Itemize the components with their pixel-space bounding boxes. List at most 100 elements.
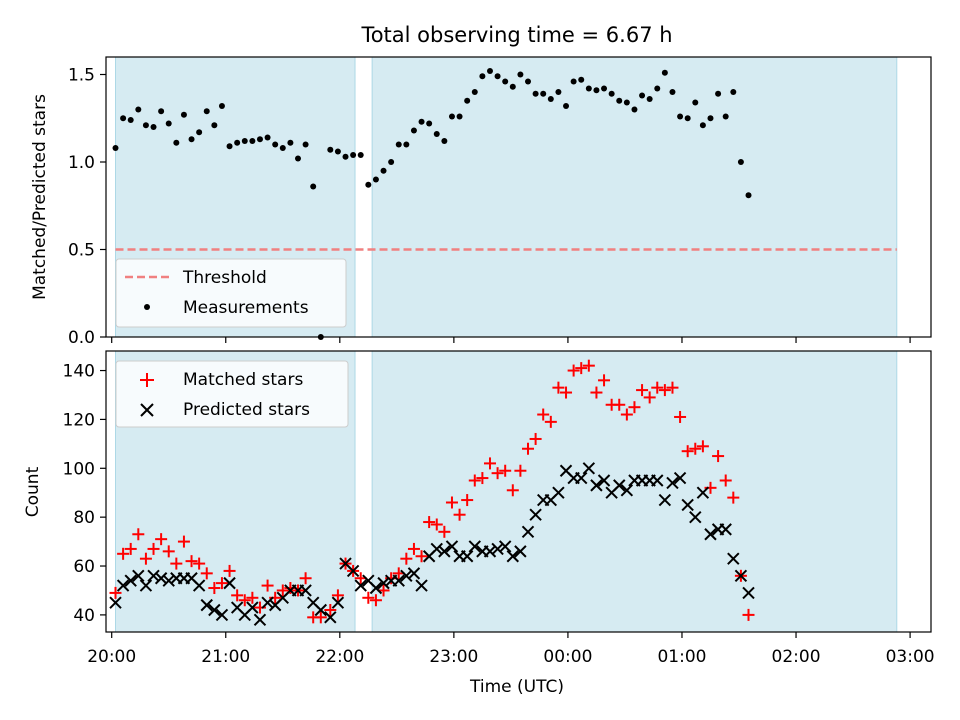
legend-measurements-label: Measurements	[183, 298, 309, 318]
measurement-point	[563, 103, 570, 109]
matched-star-point	[506, 484, 519, 497]
predicted-star-point	[162, 574, 175, 587]
matched-star-point	[582, 359, 595, 372]
x-tick-label: 20:00	[87, 647, 136, 667]
predicted-star-point	[261, 596, 274, 609]
measurement-points	[112, 68, 752, 340]
measurement-point	[669, 89, 676, 95]
matched-star-point	[674, 410, 687, 423]
measurement-point	[433, 131, 440, 137]
predicted-star-point	[324, 611, 337, 624]
predicted-star-point	[192, 579, 206, 592]
matched-star-point	[613, 398, 626, 411]
predicted-star-points	[109, 462, 755, 626]
measurement-point	[158, 108, 165, 115]
measurement-point	[707, 115, 714, 122]
predicted-star-point	[132, 569, 145, 583]
measurement-point	[272, 141, 279, 148]
measurement-point	[120, 115, 127, 122]
measurement-point	[403, 141, 410, 148]
measurement-point	[593, 87, 600, 94]
matched-star-point	[529, 432, 542, 445]
legend-predicted-label: Predicted stars	[183, 400, 310, 420]
matched-star-point	[727, 491, 740, 504]
measurement-point	[684, 115, 691, 122]
measurement-point	[540, 90, 547, 97]
measurement-point	[532, 90, 539, 97]
predicted-star-point	[147, 569, 160, 583]
matched-star-point	[415, 550, 428, 563]
matched-star-point	[215, 577, 228, 590]
chart-title: Total observing time = 6.67 h	[360, 23, 672, 47]
predicted-star-point	[116, 579, 130, 592]
matched-star-point	[461, 494, 474, 507]
measurement-point	[279, 145, 286, 151]
matched-star-point	[544, 415, 557, 428]
predicted-star-point	[491, 542, 504, 556]
matched-star-point	[636, 384, 649, 397]
top-y-tick-label: 0.0	[68, 328, 95, 348]
matched-star-point	[590, 386, 603, 399]
measurement-point	[112, 145, 119, 151]
measurement-point	[730, 89, 737, 95]
predicted-star-point	[582, 462, 596, 475]
matched-star-point	[666, 381, 679, 394]
matched-star-point	[712, 450, 725, 463]
predicted-star-point	[223, 576, 236, 590]
bottom-legend-box	[115, 360, 349, 428]
bottom-y-tick-label: 60	[73, 557, 95, 577]
predicted-star-point	[331, 596, 345, 609]
predicted-star-point	[681, 498, 694, 512]
matched-star-point	[537, 408, 550, 421]
predicted-star-point	[620, 484, 634, 497]
x-tick-label: 02:00	[772, 647, 821, 667]
measurement-point	[372, 176, 379, 183]
legend-matched-label: Matched stars	[183, 370, 303, 390]
predicted-star-point	[552, 486, 565, 499]
bottom-x-axis: 20:00 21:00 22:00 23:00 00:00 01:00 02:00 03:00	[87, 632, 935, 667]
measurement-point	[218, 103, 225, 109]
matched-star-point	[575, 362, 588, 375]
measurement-point	[256, 136, 263, 143]
measurement-point	[180, 111, 187, 118]
measurement-point	[677, 113, 684, 120]
measurement-point	[357, 152, 364, 158]
measurement-point	[127, 117, 134, 123]
matched-star-point	[476, 472, 489, 485]
bottom-y-axis: 40 60 80 100 120 140	[63, 362, 106, 626]
predicted-star-point	[430, 542, 443, 556]
legend-matched-swatch	[140, 373, 154, 387]
matched-star-point	[651, 381, 664, 394]
matched-star-point	[681, 445, 694, 458]
matched-star-point	[170, 557, 183, 570]
measurement-point	[722, 113, 729, 120]
measurement-point	[380, 167, 387, 174]
predicted-star-point	[483, 545, 497, 558]
measurement-point	[555, 89, 562, 95]
top-y-tick-label: 0.5	[68, 241, 95, 261]
predicted-star-point	[438, 545, 451, 558]
predicted-star-point	[407, 567, 421, 580]
predicted-star-point	[468, 540, 481, 553]
measurement-point	[479, 73, 486, 80]
measurement-point	[608, 90, 615, 97]
predicted-star-point	[590, 479, 603, 492]
matched-star-point	[445, 496, 458, 509]
measurement-point	[631, 106, 638, 113]
predicted-star-point	[521, 525, 535, 539]
top-axes-frame	[105, 56, 932, 338]
matched-star-point	[238, 594, 251, 607]
matched-star-point	[299, 572, 312, 585]
predicted-star-point	[597, 474, 611, 487]
measurement-point	[226, 143, 233, 150]
matched-star-point	[407, 542, 420, 555]
predicted-star-point	[314, 603, 328, 617]
matched-star-point	[453, 508, 466, 521]
predicted-star-point	[377, 576, 390, 590]
matched-star-point	[689, 442, 702, 455]
measurement-point	[294, 155, 301, 162]
measurement-point	[241, 138, 248, 144]
predicted-star-point	[445, 540, 459, 553]
matched-star-point	[200, 567, 213, 580]
